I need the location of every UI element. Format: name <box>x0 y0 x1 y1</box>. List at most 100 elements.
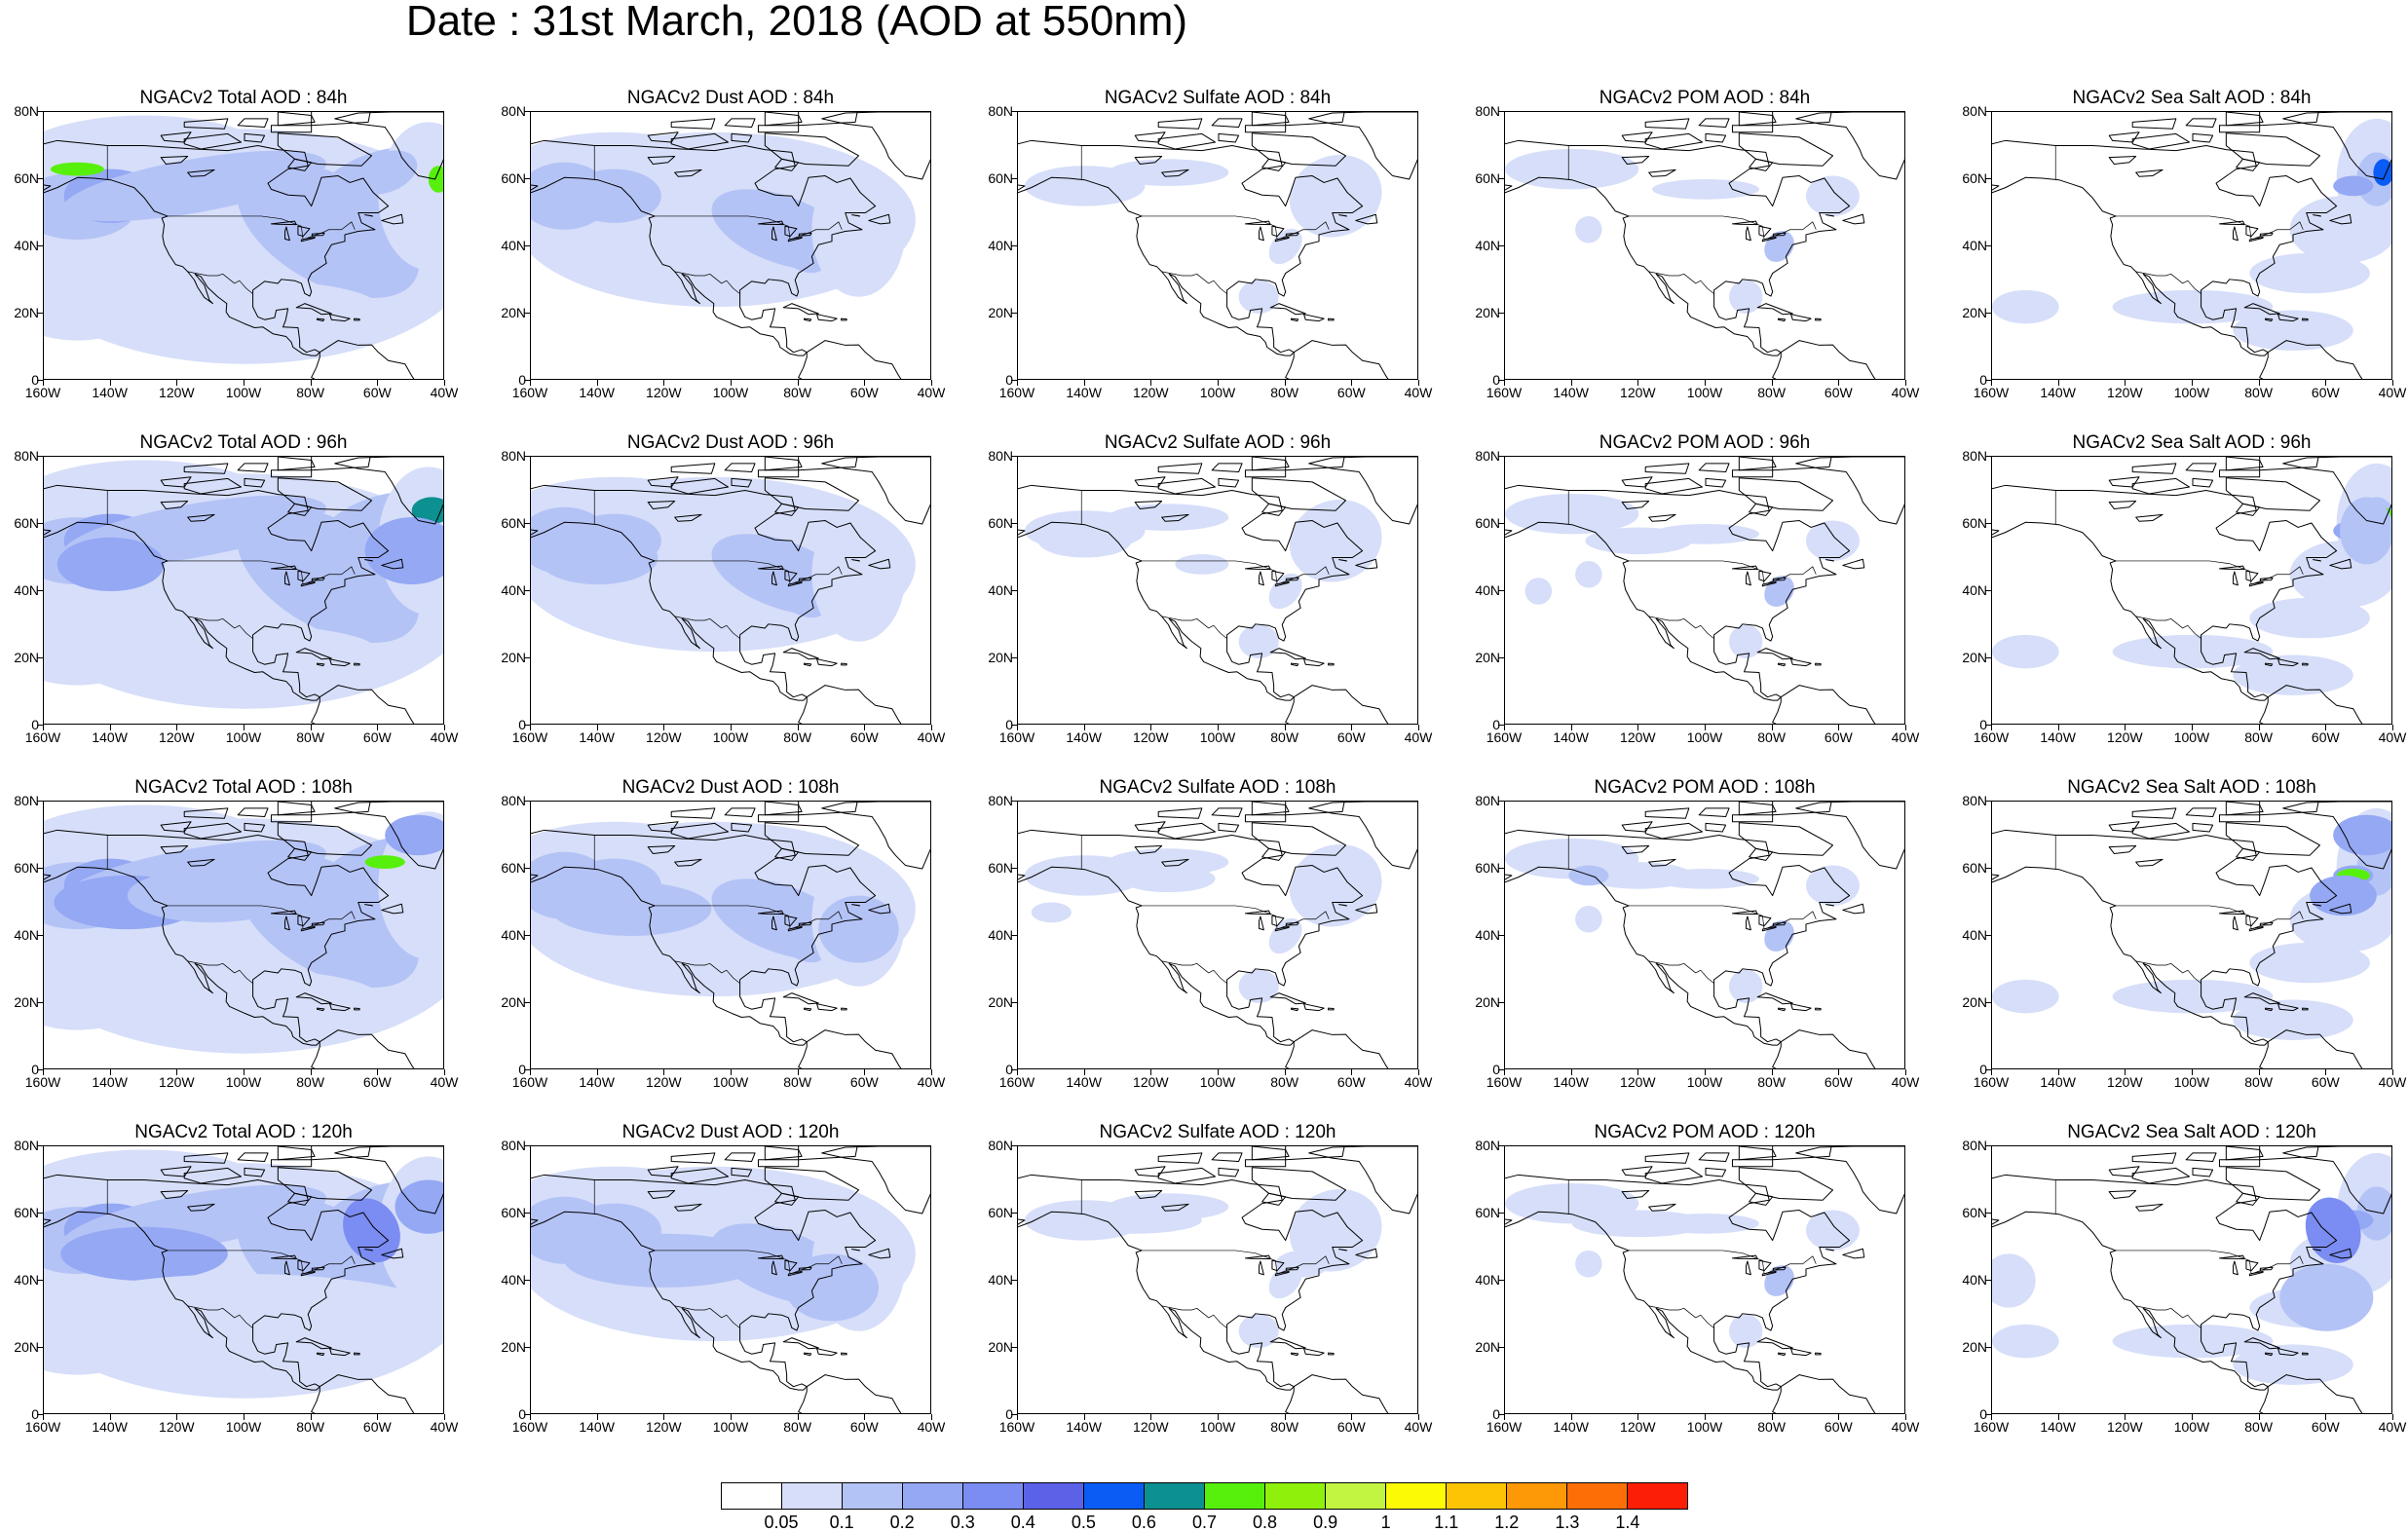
x-tick-label: 40W <box>430 729 459 745</box>
y-tick-label: 60N <box>1475 170 1500 186</box>
y-tick-label: 60N <box>501 515 526 531</box>
aod-field <box>1575 1250 1602 1278</box>
colorbar-swatch <box>963 1483 1024 1509</box>
aod-field <box>1764 231 1794 262</box>
aod-field <box>395 1179 443 1234</box>
x-tick-label: 140W <box>1553 1419 1589 1435</box>
x-tick-label: 60W <box>1824 1074 1853 1090</box>
x-tick-label: 140W <box>2040 729 2076 745</box>
y-tick <box>1985 111 1991 112</box>
colorbar-swatch <box>1507 1483 1567 1509</box>
colorbar-label: 0.7 <box>1191 1513 1218 1532</box>
y-tick <box>524 935 530 936</box>
x-tick-label: 100W <box>712 1419 749 1435</box>
y-tick-label: 40N <box>14 1272 39 1288</box>
aod-field <box>2310 875 2377 916</box>
map-plot-area <box>43 801 444 1069</box>
x-tick-label: 60W <box>1336 1074 1366 1090</box>
x-tick-label: 100W <box>1686 729 1723 745</box>
colorbar-swatch <box>1386 1483 1447 1509</box>
y-tick <box>524 1002 530 1003</box>
aod-field <box>1806 520 1860 561</box>
map-plot-area <box>1017 111 1418 380</box>
map-panel: NGACv2 Total AOD : 96h 80N 60N 40N 20N 0 160W 1… <box>0 432 487 754</box>
x-tick-label: 140W <box>2040 1074 2076 1090</box>
y-tick <box>37 380 43 381</box>
x-tick-label: 120W <box>1620 729 1656 745</box>
x-tick-label: 140W <box>1553 729 1589 745</box>
colorbar-label: 0.5 <box>1071 1513 1096 1532</box>
x-tick <box>2057 725 2059 730</box>
y-tick-label: 40N <box>501 238 526 253</box>
x-tick-label: 80W <box>2244 385 2274 400</box>
x-tick-label: 140W <box>579 729 615 745</box>
y-tick <box>37 801 43 802</box>
x-tick <box>109 1414 111 1420</box>
y-tick <box>524 456 530 457</box>
x-tick <box>797 725 799 730</box>
y-tick-label: 20N <box>1475 994 1500 1010</box>
x-tick <box>176 380 178 386</box>
x-tick <box>1418 1414 1419 1420</box>
panel-title: NGACv2 Sulfate AOD : 96h <box>1104 432 1332 453</box>
x-tick-label: 100W <box>2173 729 2210 745</box>
x-tick <box>1284 725 1286 730</box>
y-tick-label: 20N <box>14 305 39 320</box>
y-tick <box>524 868 530 869</box>
y-tick <box>37 1002 43 1003</box>
aod-field <box>1031 902 1072 923</box>
x-tick-label: 80W <box>2244 1074 2274 1090</box>
y-tick-label: 80N <box>14 448 39 464</box>
aod-field <box>2112 1324 2274 1359</box>
y-tick <box>524 1414 530 1415</box>
x-tick-label: 160W <box>1486 1419 1523 1435</box>
colorbar-swatch <box>1084 1483 1145 1509</box>
y-tick <box>1011 245 1017 246</box>
x-tick <box>1351 725 1353 730</box>
aod-field <box>1108 504 1229 531</box>
y-tick <box>1985 1347 1991 1348</box>
y-tick-label: 20N <box>1962 1339 1987 1355</box>
x-tick-label: 80W <box>783 1419 812 1435</box>
x-tick <box>2057 1069 2059 1075</box>
x-tick-label: 40W <box>1404 729 1433 745</box>
aod-field <box>537 530 658 585</box>
x-tick-label: 120W <box>2107 1419 2143 1435</box>
x-tick <box>2057 380 2059 386</box>
x-tick <box>1418 380 1419 386</box>
x-tick-label: 60W <box>362 1074 392 1090</box>
y-tick <box>1011 657 1017 658</box>
colorbar-swatch <box>722 1483 782 1509</box>
x-tick-label: 160W <box>511 1419 548 1435</box>
y-tick <box>1498 657 1504 658</box>
x-tick <box>1504 1069 1505 1075</box>
x-tick <box>109 380 111 386</box>
x-tick-label: 60W <box>1336 729 1366 745</box>
y-tick <box>1985 380 1991 381</box>
x-tick-label: 40W <box>2378 1419 2407 1435</box>
map-plot-area <box>1017 801 1418 1069</box>
x-tick <box>2325 725 2327 730</box>
x-tick <box>1705 1414 1706 1420</box>
y-tick-label: 0 <box>1005 372 1013 388</box>
y-tick-label: 80N <box>1962 793 1987 808</box>
y-tick <box>37 657 43 658</box>
y-tick-label: 0 <box>31 717 39 732</box>
x-tick <box>1218 725 1219 730</box>
y-tick-label: 60N <box>14 170 39 186</box>
y-tick <box>1498 801 1504 802</box>
y-tick <box>1498 456 1504 457</box>
y-tick-label: 40N <box>14 238 39 253</box>
x-tick-label: 120W <box>646 1074 682 1090</box>
panel-title: NGACv2 Total AOD : 84h <box>139 88 348 108</box>
y-tick-label: 60N <box>1475 515 1500 531</box>
panel-title: NGACv2 Dust AOD : 108h <box>621 777 840 798</box>
y-tick <box>1011 1069 1017 1070</box>
x-tick <box>596 380 598 386</box>
x-tick-label: 160W <box>1486 729 1523 745</box>
x-tick <box>1570 1414 1572 1420</box>
y-tick <box>1985 725 1991 726</box>
map-panel: NGACv2 Total AOD : 108h 80N 60N 40N 20N 0 160W… <box>0 777 487 1099</box>
x-tick-label: 160W <box>511 729 548 745</box>
map-plot-area <box>43 111 444 380</box>
